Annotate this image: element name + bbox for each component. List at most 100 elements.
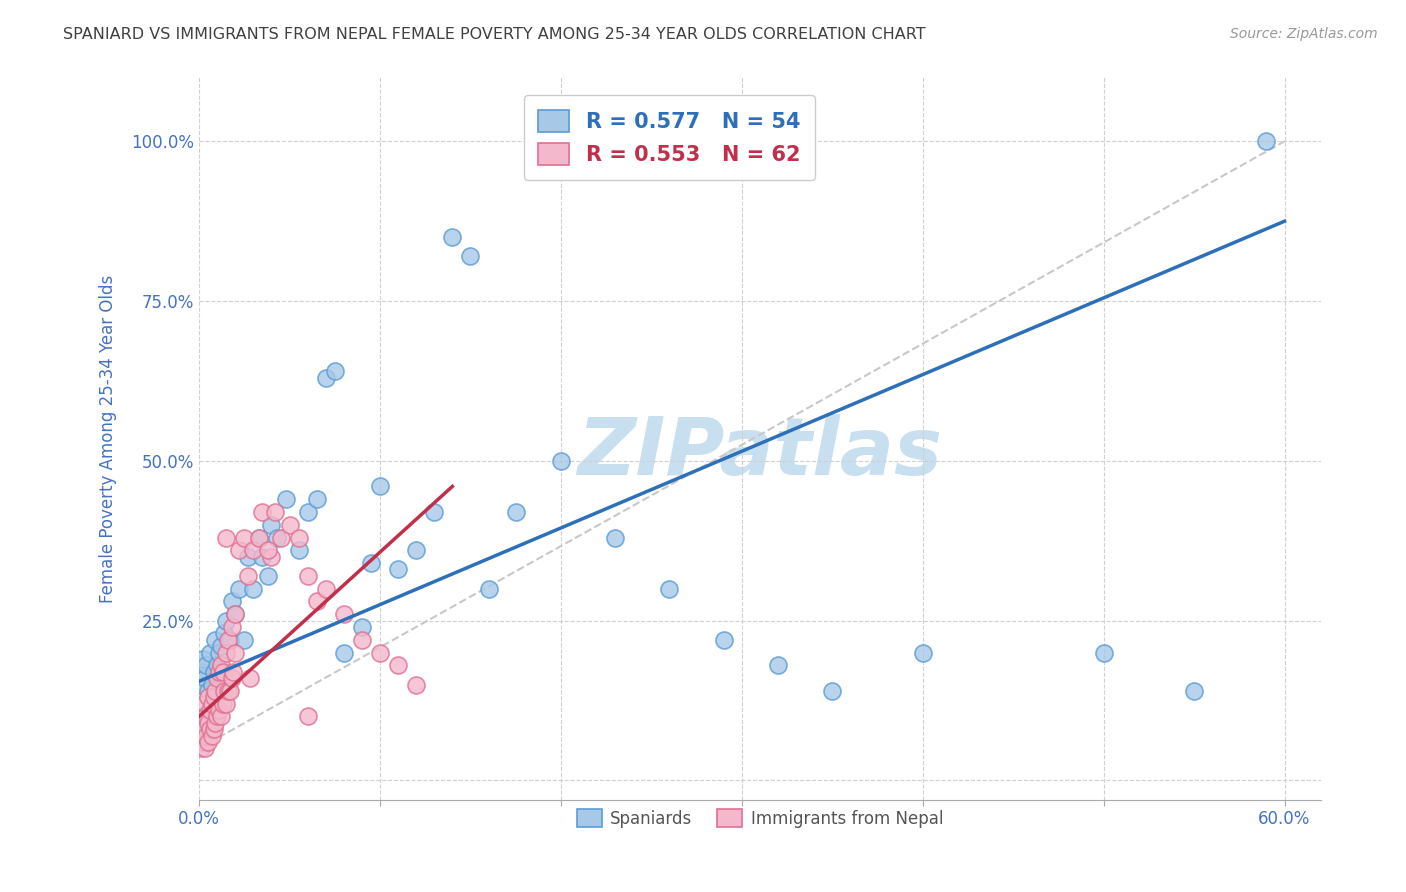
Point: [205, 709, 228, 723]
Point: [821, 684, 844, 698]
Point: [247, 531, 270, 545]
Point: [333, 646, 356, 660]
Point: [305, 594, 328, 608]
Point: [236, 569, 259, 583]
Point: [297, 709, 319, 723]
Point: [766, 658, 789, 673]
Point: [405, 543, 427, 558]
Point: [368, 479, 391, 493]
Point: [236, 549, 259, 564]
Point: [260, 549, 283, 564]
Point: [350, 620, 373, 634]
Point: [215, 531, 238, 545]
Point: [215, 697, 238, 711]
Point: [270, 531, 292, 545]
Point: [202, 723, 225, 737]
Point: [387, 562, 409, 576]
Point: [405, 677, 427, 691]
Point: [218, 684, 240, 698]
Point: [242, 543, 264, 558]
Point: [274, 492, 297, 507]
Point: [195, 709, 218, 723]
Point: [193, 741, 215, 756]
Point: [204, 632, 226, 647]
Point: [224, 607, 246, 622]
Legend: Spaniards, Immigrants from Nepal: Spaniards, Immigrants from Nepal: [569, 803, 950, 835]
Point: [191, 709, 214, 723]
Point: [201, 729, 224, 743]
Point: [911, 646, 934, 660]
Point: [217, 684, 239, 698]
Point: [190, 677, 212, 691]
Point: [257, 543, 280, 558]
Point: [193, 671, 215, 685]
Point: [260, 517, 283, 532]
Point: [297, 505, 319, 519]
Point: [193, 723, 215, 737]
Point: [333, 607, 356, 622]
Point: [204, 715, 226, 730]
Point: [201, 697, 224, 711]
Point: [477, 582, 499, 596]
Point: [266, 531, 288, 545]
Point: [658, 582, 681, 596]
Point: [221, 594, 243, 608]
Point: [441, 230, 464, 244]
Point: [218, 632, 240, 647]
Point: [224, 646, 246, 660]
Point: [228, 582, 250, 596]
Point: [197, 690, 219, 705]
Point: [209, 639, 232, 653]
Point: [211, 665, 233, 679]
Point: [252, 505, 274, 519]
Point: [208, 703, 231, 717]
Y-axis label: Female Poverty Among 25-34 Year Olds: Female Poverty Among 25-34 Year Olds: [100, 275, 117, 603]
Point: [214, 626, 236, 640]
Text: SPANIARD VS IMMIGRANTS FROM NEPAL FEMALE POVERTY AMONG 25-34 YEAR OLDS CORRELATI: SPANIARD VS IMMIGRANTS FROM NEPAL FEMALE…: [63, 27, 927, 42]
Point: [350, 632, 373, 647]
Point: [191, 665, 214, 679]
Point: [208, 646, 231, 660]
Point: [221, 620, 243, 634]
Point: [297, 569, 319, 583]
Point: [205, 658, 228, 673]
Text: Source: ZipAtlas.com: Source: ZipAtlas.com: [1230, 27, 1378, 41]
Point: [215, 646, 238, 660]
Point: [191, 735, 214, 749]
Point: [205, 671, 228, 685]
Point: [222, 665, 245, 679]
Point: [191, 652, 214, 666]
Point: [228, 543, 250, 558]
Point: [198, 703, 221, 717]
Point: [278, 517, 301, 532]
Point: [323, 364, 346, 378]
Point: [209, 709, 232, 723]
Point: [1256, 134, 1278, 148]
Point: [264, 505, 287, 519]
Point: [211, 697, 233, 711]
Point: [190, 723, 212, 737]
Point: [257, 569, 280, 583]
Point: [193, 697, 215, 711]
Point: [198, 646, 221, 660]
Point: [224, 607, 246, 622]
Point: [252, 549, 274, 564]
Point: [239, 671, 262, 685]
Point: [204, 684, 226, 698]
Point: [197, 684, 219, 698]
Text: ZIPatlas: ZIPatlas: [578, 414, 942, 491]
Point: [287, 531, 309, 545]
Point: [202, 690, 225, 705]
Point: [305, 492, 328, 507]
Point: [215, 614, 238, 628]
Point: [242, 582, 264, 596]
Point: [217, 632, 239, 647]
Point: [209, 658, 232, 673]
Point: [423, 505, 446, 519]
Point: [198, 723, 221, 737]
Point: [247, 531, 270, 545]
Point: [1092, 646, 1115, 660]
Point: [460, 249, 482, 263]
Point: [195, 729, 218, 743]
Point: [197, 715, 219, 730]
